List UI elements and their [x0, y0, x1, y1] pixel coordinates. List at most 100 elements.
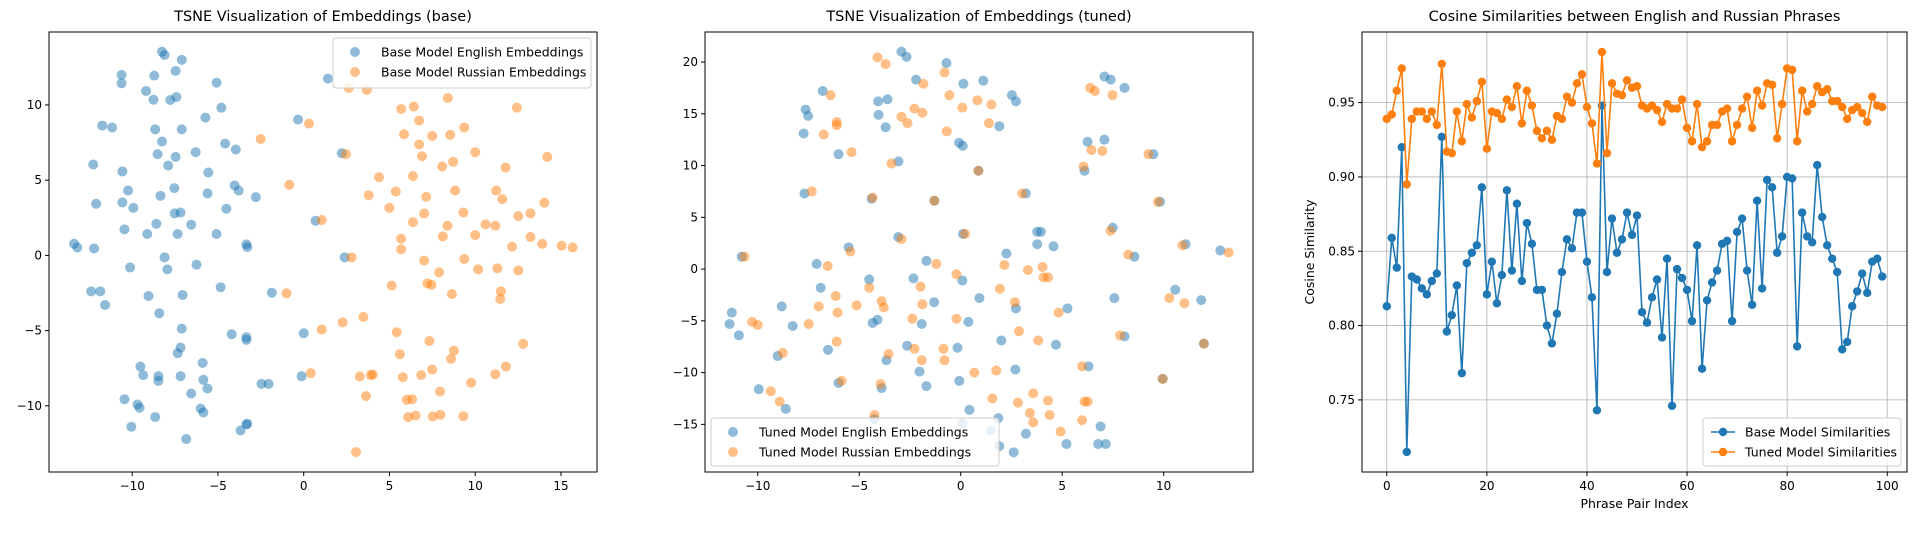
cosine-similarity-chart: 0 20 40 60 80 100 0.75 0.80 0.85 0.90 0.95 Cosine S… — [1302, 9, 1908, 511]
scatter-point — [396, 233, 407, 244]
scatter-point — [363, 190, 374, 201]
scatter-point — [424, 335, 435, 346]
line-marker — [1802, 107, 1812, 116]
scatter-point — [1077, 415, 1088, 426]
scatter-point — [442, 220, 453, 231]
scatter-point — [367, 369, 378, 380]
x-tick-label: 5 — [1058, 479, 1066, 493]
scatter-point — [918, 78, 929, 89]
scatter-point — [726, 307, 737, 318]
x-tick-label: 40 — [1579, 479, 1594, 493]
scatter-point — [883, 348, 894, 359]
legend-item: Base Model English Embeddings — [350, 45, 583, 60]
scatter-point — [1153, 196, 1164, 207]
scatter-point — [941, 58, 952, 69]
line-marker — [1632, 82, 1642, 91]
scatter-point — [346, 252, 357, 263]
scatter-point — [459, 122, 470, 133]
scatter-point — [445, 129, 456, 140]
scatter-point — [466, 377, 477, 388]
line-marker — [1447, 310, 1457, 320]
scatter-point — [556, 240, 567, 251]
line-marker — [1577, 208, 1587, 217]
line-marker — [1562, 235, 1572, 244]
line-marker — [1622, 76, 1632, 85]
scatter-point — [163, 160, 174, 171]
line-marker — [1722, 104, 1732, 113]
scatter-point — [1170, 284, 1181, 295]
axes-frame — [48, 31, 598, 473]
scatter-point — [872, 52, 883, 63]
x-tick-label: 60 — [1679, 479, 1694, 493]
scatter-point — [340, 149, 351, 160]
line-marker — [1477, 77, 1487, 86]
scatter-point — [470, 147, 481, 158]
scatter-point — [929, 195, 940, 206]
scatter-point — [358, 311, 369, 322]
legend-marker — [350, 67, 360, 77]
scatter-point — [175, 207, 186, 218]
line-marker — [1807, 99, 1817, 109]
scatter-point — [169, 183, 180, 194]
scatter-point — [996, 335, 1007, 346]
line-marker — [1432, 120, 1442, 130]
line-marker — [1602, 267, 1612, 277]
line-marker — [1482, 144, 1492, 153]
scatter-point — [397, 372, 408, 383]
line-marker — [1662, 254, 1672, 263]
x-tick-label: 15 — [553, 479, 568, 493]
scatter-point — [1107, 90, 1118, 101]
x-tick-label: 10 — [1156, 479, 1171, 493]
scatter-point — [354, 371, 365, 382]
scatter-point — [480, 219, 491, 230]
x-tick-label: −5 — [209, 479, 227, 493]
line-marker — [1727, 316, 1737, 326]
line-marker — [1812, 160, 1822, 170]
line-marker — [1462, 99, 1472, 109]
scatter-point — [939, 355, 950, 366]
line-marker — [1767, 80, 1777, 89]
line-marker — [1412, 275, 1422, 284]
scatter-point — [1095, 421, 1106, 432]
legend-box — [710, 417, 1000, 467]
line-marker — [1868, 92, 1877, 101]
line-marker — [1777, 99, 1787, 109]
scatter-point — [152, 149, 163, 160]
scatter-point — [537, 238, 548, 249]
scatter-point — [914, 366, 925, 377]
series-1 — [739, 52, 1234, 437]
x-tick-label: 0 — [957, 479, 965, 493]
scatter-point — [117, 197, 128, 208]
scatter-point — [1028, 388, 1039, 399]
line-marker — [1832, 267, 1842, 277]
scatter-point — [929, 297, 940, 308]
line-marker — [1762, 175, 1772, 185]
line-marker — [1642, 318, 1652, 327]
x-tick-label: −10 — [745, 479, 770, 493]
scatter-point — [72, 242, 83, 253]
legend-label: Tuned Model Russian Embeddings — [758, 445, 971, 460]
scatter-point — [915, 281, 926, 292]
scatter-point — [143, 291, 154, 301]
y-tick-label: −15 — [673, 417, 698, 431]
scatter-point — [830, 291, 841, 301]
line-marker — [1873, 254, 1882, 263]
line-marker — [1617, 90, 1627, 100]
scatter-point — [421, 191, 432, 202]
scatter-point — [414, 115, 425, 126]
line-marker — [1842, 114, 1852, 124]
y-tick-label: 0 — [690, 262, 698, 276]
line-marker — [1607, 79, 1617, 88]
scatter-point — [873, 96, 884, 107]
scatter-point — [952, 342, 963, 353]
y-tick-label: −10 — [17, 399, 42, 413]
line-marker — [1797, 86, 1807, 95]
scatter-point — [149, 70, 160, 81]
scatter-point — [296, 371, 307, 382]
line-marker — [1863, 117, 1872, 127]
scatter-point — [172, 229, 183, 240]
scatter-point — [339, 252, 350, 263]
scatter-point — [831, 336, 842, 347]
tsne-base-chart: −10 −5 0 5 10 15 −10 −5 0 5 10 TSNE Visualization o… — [17, 9, 598, 493]
legend-item: Base Model Russian Embeddings — [350, 65, 586, 80]
